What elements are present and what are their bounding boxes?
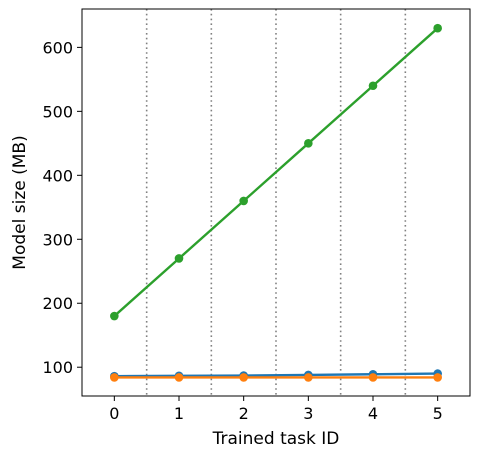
series-layer	[110, 23, 442, 382]
task-boundary-lines	[145, 9, 407, 396]
y-tick-label-4: 500	[42, 102, 73, 121]
y-axis-ticks: 100 200 300 400 500 600	[42, 38, 82, 377]
plot-frame	[81, 8, 471, 397]
y-tick-label-3: 400	[42, 166, 73, 185]
series-2-point-5	[433, 23, 442, 33]
series-1-point-2	[239, 373, 248, 382]
series-2-point-2	[239, 196, 248, 206]
series-1-point-1	[174, 373, 184, 382]
series-2-point-4	[368, 81, 378, 91]
x-tick-label-2: 2	[239, 404, 249, 423]
series-2-point-0	[110, 311, 119, 321]
y-tick-label-2: 300	[42, 230, 73, 249]
x-axis-label: Trained task ID	[212, 429, 340, 449]
x-tick-label-3: 3	[303, 404, 313, 423]
series-2-point-3	[304, 139, 313, 148]
series-1-point-5	[433, 373, 442, 382]
y-axis-label: Model size (MB)	[10, 135, 30, 269]
x-tick-label-0: 0	[109, 404, 119, 423]
series-1-point-3	[304, 373, 313, 382]
y-tick-label-5: 600	[42, 38, 73, 57]
y-tick-label-1: 200	[42, 294, 73, 313]
series-1-point-0	[110, 373, 119, 382]
series-1	[110, 373, 442, 382]
x-tick-label-1: 1	[174, 404, 184, 423]
series-2	[110, 23, 442, 321]
series-line-0	[114, 372, 438, 378]
series-line-2	[113, 27, 439, 317]
y-tick-label-0: 100	[42, 358, 73, 377]
x-tick-label-4: 4	[368, 404, 378, 423]
x-tick-label-5: 5	[433, 404, 443, 423]
series-1-point-4	[368, 373, 378, 382]
series-2-point-1	[174, 254, 184, 263]
x-axis-ticks: 0 1 2 3 4 5	[109, 396, 443, 423]
